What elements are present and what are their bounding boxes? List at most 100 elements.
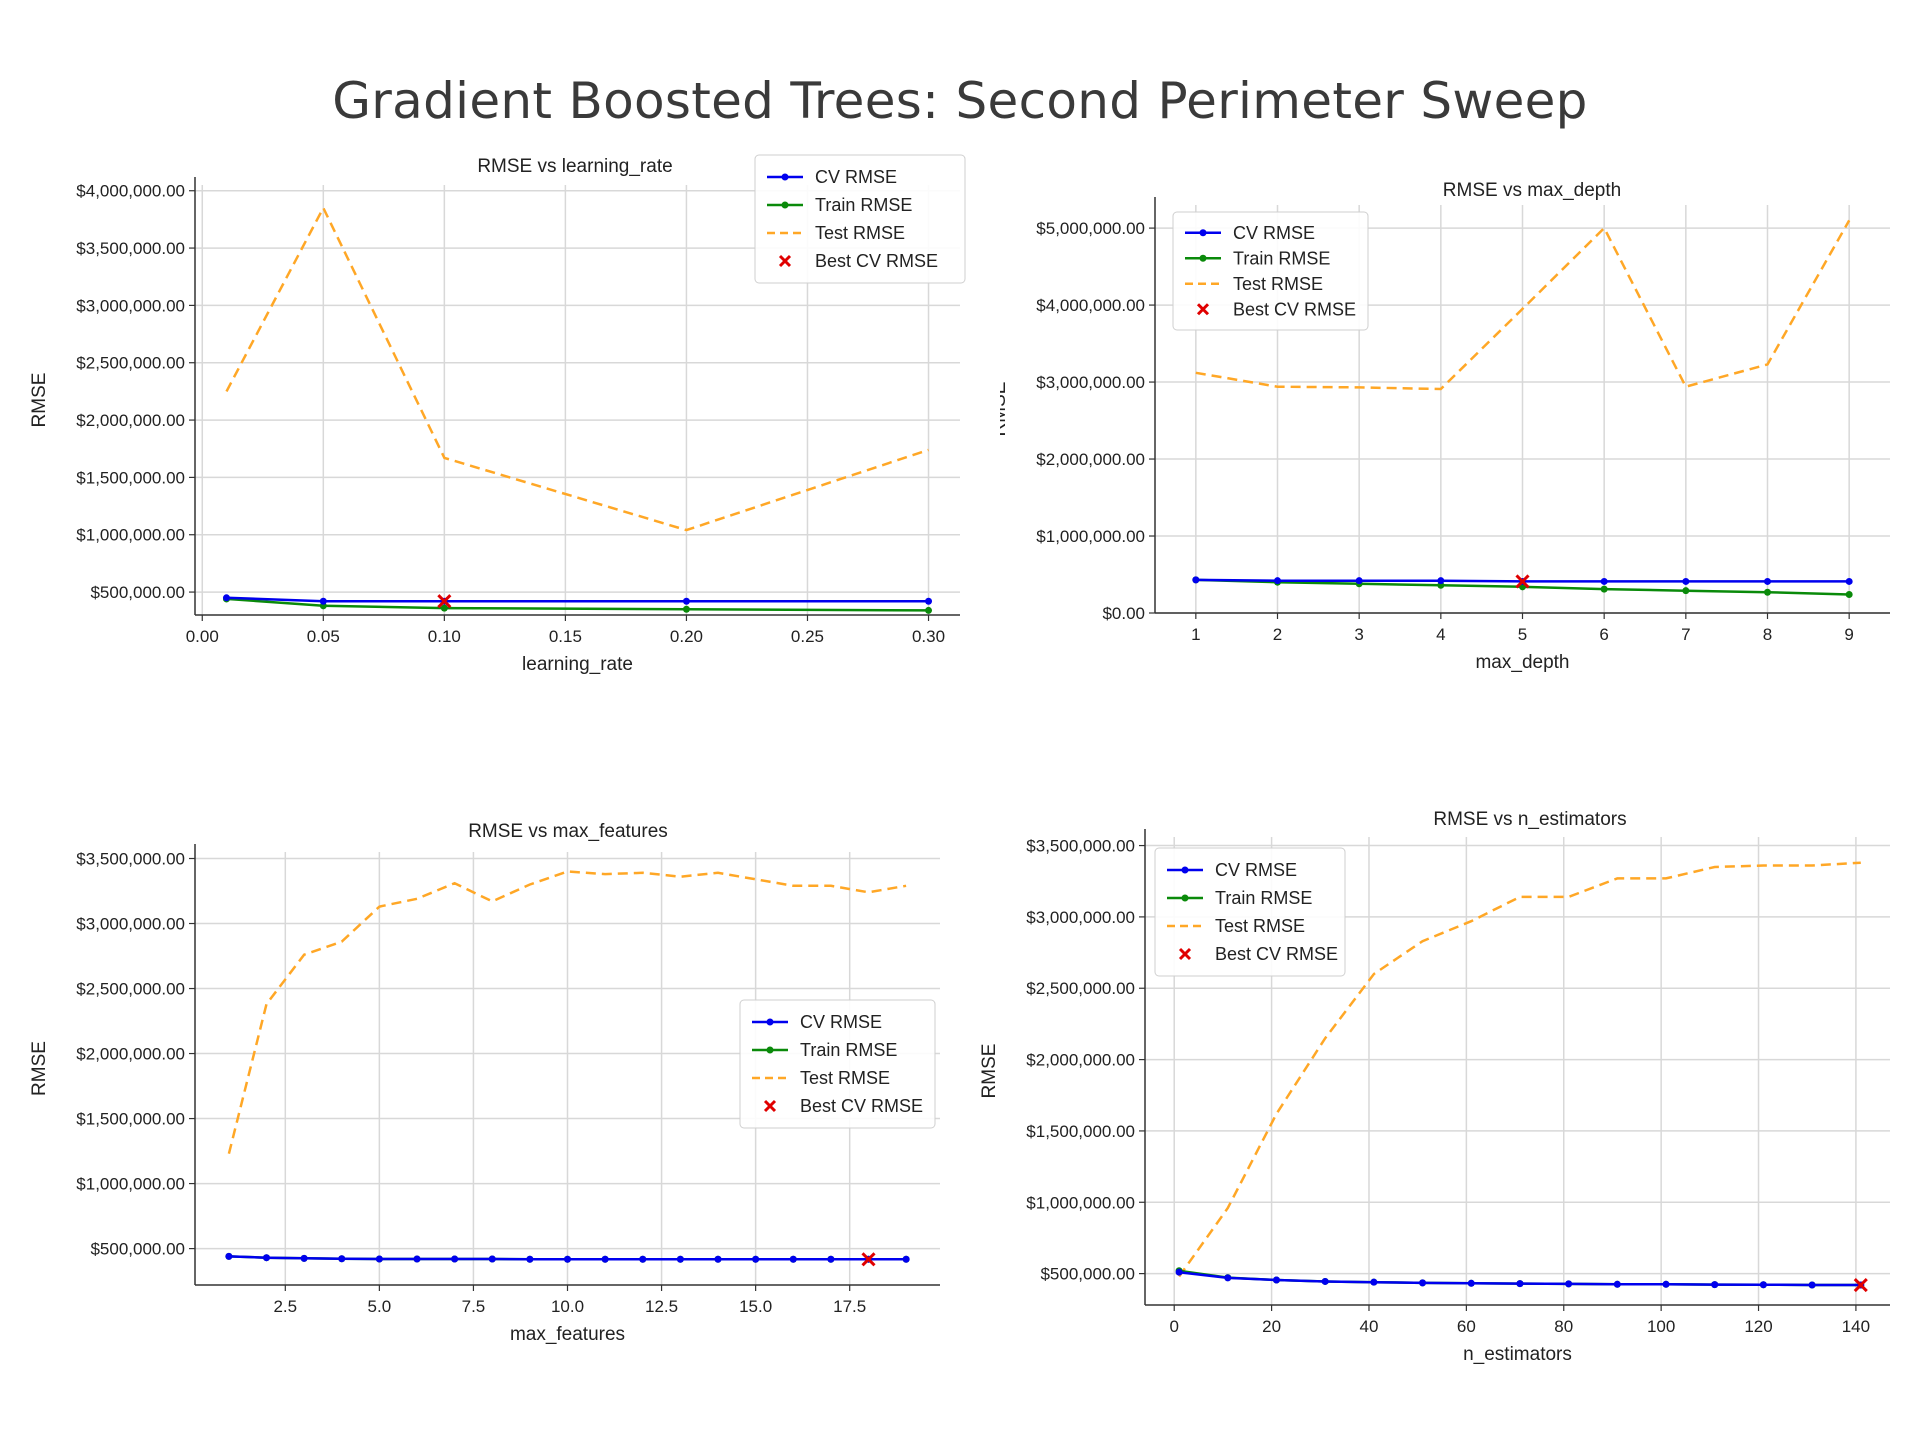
y-tick-label: $3,000,000.00 <box>1026 908 1135 927</box>
y-axis-label: RMSE <box>1000 382 1010 437</box>
legend-frame <box>739 999 936 1129</box>
point-cv-rmse <box>319 597 327 605</box>
legend-best-marker <box>763 1099 777 1113</box>
point-cv-rmse <box>1808 1281 1816 1289</box>
series-line-test-rmse <box>225 205 929 532</box>
point-cv-rmse <box>925 597 933 605</box>
legend-best-marker-stroke-b <box>778 254 792 268</box>
y-tick-label: $1,000,000.00 <box>1026 1193 1135 1212</box>
x-tick-label: 17.5 <box>833 1297 866 1316</box>
legend-frame <box>1172 211 1369 331</box>
chart-title: RMSE vs n_estimators <box>1433 809 1626 830</box>
legend-label: Train RMSE <box>1233 248 1330 268</box>
legend-best-marker <box>1196 303 1210 316</box>
x-axis-label: max_depth <box>1475 652 1569 673</box>
legend: CV RMSE Train RMSE Test RMSE Best CV RMSE <box>754 154 966 284</box>
point-cv-rmse <box>413 1255 421 1263</box>
best-cv-marker <box>1853 1277 1868 1293</box>
point-cv-rmse <box>375 1255 383 1263</box>
point-train-rmse <box>1764 588 1771 596</box>
point-cv-rmse <box>1224 1274 1232 1282</box>
x-tick-label: 5 <box>1518 625 1527 644</box>
y-tick-label: $3,000,000.00 <box>76 915 185 934</box>
legend-best-marker-stroke-b <box>763 1099 777 1113</box>
legend-frame <box>1154 847 1346 977</box>
legend-label: Train RMSE <box>1215 888 1312 908</box>
series-line-test-rmse <box>227 870 907 1155</box>
legend-label: CV RMSE <box>815 167 897 187</box>
point-cv-rmse <box>262 1254 270 1262</box>
y-tick-label: $5,000,000.00 <box>1036 219 1145 238</box>
x-axis-label: learning_rate <box>522 654 633 675</box>
legend-label: Test RMSE <box>800 1068 890 1088</box>
y-tick-label: $4,000,000.00 <box>76 182 185 201</box>
legend-best-marker <box>778 254 792 268</box>
x-tick-label: 10.0 <box>551 1297 584 1316</box>
legend-frame <box>754 154 966 284</box>
y-tick-label: $1,500,000.00 <box>1026 1122 1135 1141</box>
y-tick-label: $500,000.00 <box>90 583 185 602</box>
point-cv-rmse <box>1192 576 1200 584</box>
x-tick-label: 2 <box>1273 625 1282 644</box>
y-tick-label: $2,500,000.00 <box>76 980 185 999</box>
chart-max-features: 2.5 5.0 7.5 10.0 12.5 15.0 17.5 $500,000.00 $1,0… <box>29 821 940 1345</box>
y-axis-label: RMSE <box>980 1044 1000 1099</box>
x-tick-label: 0 <box>1169 1317 1178 1336</box>
point-cv-rmse <box>1600 577 1608 585</box>
chart-title: RMSE vs learning_rate <box>477 156 672 177</box>
point-cv-rmse <box>1274 577 1281 585</box>
point-cv-rmse <box>488 1255 496 1263</box>
y-tick-label: $3,000,000.00 <box>76 296 185 315</box>
point-cv-rmse <box>902 1255 910 1263</box>
legend: CV RMSE Train RMSE Test RMSE Best CV RMSE <box>1172 211 1369 331</box>
point-train-rmse <box>1845 591 1853 599</box>
point-cv-rmse <box>1565 1280 1573 1288</box>
x-tick-label: 60 <box>1457 1317 1476 1336</box>
legend-label: Best CV RMSE <box>1215 944 1338 964</box>
point-cv-rmse <box>1355 577 1363 585</box>
y-tick-label: $3,500,000.00 <box>1026 837 1135 856</box>
point-cv-rmse <box>1759 1281 1767 1289</box>
legend-marker <box>1181 894 1189 902</box>
legend-label: Test RMSE <box>1215 916 1305 936</box>
legend-marker <box>1181 866 1189 874</box>
point-cv-rmse <box>1272 1276 1280 1284</box>
point-cv-rmse <box>789 1255 797 1263</box>
x-tick-label: 7 <box>1681 625 1690 644</box>
legend-label: Test RMSE <box>1233 274 1323 294</box>
y-tick-label: $3,000,000.00 <box>1036 373 1145 392</box>
point-cv-rmse <box>1764 577 1771 585</box>
point-cv-rmse <box>1613 1280 1621 1288</box>
point-cv-rmse <box>300 1254 308 1262</box>
point-cv-rmse <box>1711 1281 1719 1289</box>
point-train-rmse <box>682 605 690 613</box>
point-cv-rmse <box>1437 577 1445 585</box>
legend-label: CV RMSE <box>800 1012 882 1032</box>
point-cv-rmse <box>827 1255 835 1263</box>
x-tick-label: 2.5 <box>273 1297 297 1316</box>
y-tick-label: $0.00 <box>1102 604 1145 623</box>
y-tick-label: $500,000.00 <box>1040 1265 1135 1284</box>
point-cv-rmse <box>564 1255 571 1263</box>
y-tick-label: $2,000,000.00 <box>1036 450 1145 469</box>
y-tick-label: $1,000,000.00 <box>76 1175 185 1194</box>
legend-label: Train RMSE <box>815 195 912 215</box>
legend-marker <box>766 1018 774 1026</box>
x-tick-label: 140 <box>1842 1317 1870 1336</box>
x-tick-label: 12.5 <box>645 1297 678 1316</box>
legend-marker <box>1199 254 1207 262</box>
chart-n-estimators: 0 20 40 60 80 100 120 140 $500,000.00 $1,000,000.… <box>980 809 1890 1365</box>
x-tick-label: 40 <box>1360 1317 1379 1336</box>
point-cv-rmse <box>451 1255 459 1263</box>
point-cv-rmse <box>222 594 230 602</box>
x-axis-label: max_features <box>510 1324 625 1345</box>
x-tick-label: 20 <box>1262 1317 1281 1336</box>
y-tick-label: $2,500,000.00 <box>76 354 185 373</box>
point-cv-rmse <box>1516 1280 1524 1288</box>
best-cv-marker-stroke-b <box>1515 574 1530 589</box>
best-cv-marker-stroke-b <box>437 594 452 609</box>
legend: CV RMSE Train RMSE Test RMSE Best CV RMSE <box>1154 847 1346 977</box>
y-tick-label: $3,500,000.00 <box>76 239 185 258</box>
y-tick-label: $1,000,000.00 <box>76 526 185 545</box>
legend-best-marker <box>1178 947 1192 961</box>
